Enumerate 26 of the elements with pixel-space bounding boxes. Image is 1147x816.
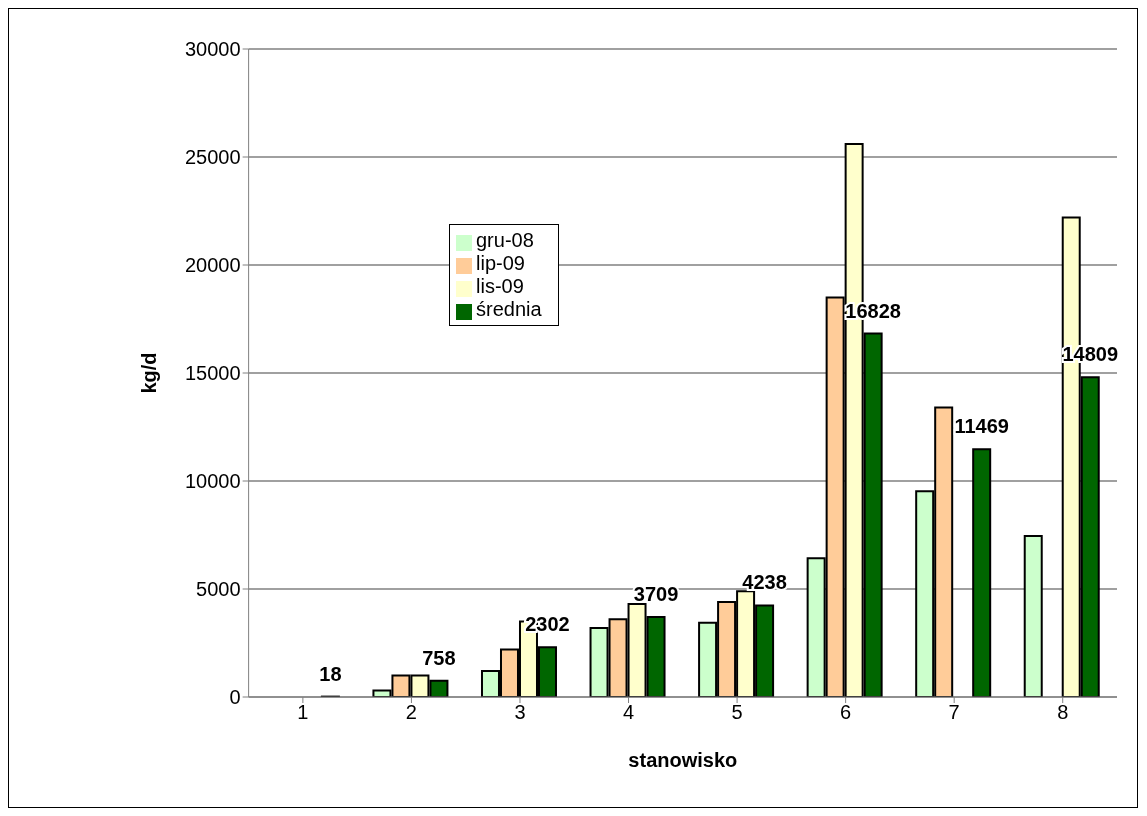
x-tick-label: 4	[622, 701, 635, 724]
legend-label: gru-08	[476, 229, 534, 251]
data-label: 758	[422, 646, 456, 669]
x-tick-label: 7	[948, 701, 960, 724]
data-label: 3709	[633, 582, 679, 605]
legend-label: średnia	[476, 298, 542, 320]
x-tick-label: 8	[1057, 701, 1069, 724]
x-tick-label: 6	[840, 701, 852, 724]
x-tick-label: 2	[405, 701, 417, 724]
y-tick-label: 10000	[184, 470, 241, 493]
y-tick-label: 25000	[184, 146, 241, 169]
x-tick-label: 3	[514, 701, 526, 724]
data-label: 11469	[954, 415, 1009, 438]
y-axis-title: kg/d	[137, 352, 160, 394]
legend-label: lis-09	[476, 275, 524, 297]
data-label: 4238	[742, 571, 787, 594]
y-tick-label: 15000	[184, 362, 241, 385]
legend-label: lip-09	[476, 252, 525, 274]
y-tick-label: 0	[229, 686, 241, 709]
y-tick-label: 20000	[184, 254, 241, 277]
x-tick-label: 5	[731, 701, 743, 724]
y-tick-label: 5000	[196, 578, 241, 601]
y-tick-label: 30000	[184, 38, 241, 61]
data-label: 18	[319, 662, 342, 685]
x-tick-label: 1	[297, 701, 309, 724]
x-axis-title: stanowisko	[628, 749, 738, 771]
